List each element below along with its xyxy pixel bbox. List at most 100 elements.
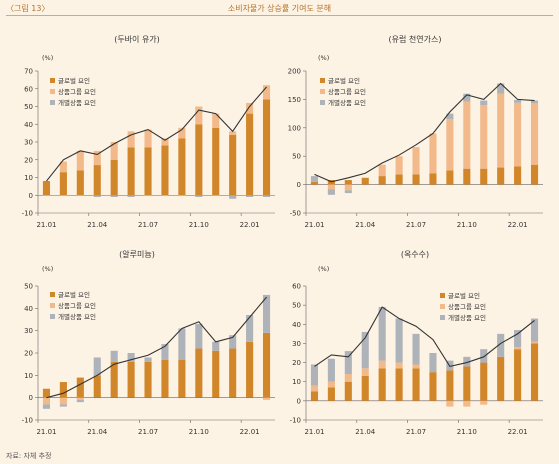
legend-global-swatch — [440, 293, 445, 298]
bar-segment — [161, 359, 169, 398]
bar-segment — [229, 335, 237, 349]
bar-segment — [310, 176, 319, 182]
source-note: 자료: 자체 추정 — [6, 452, 52, 460]
y-tick-label: 60 — [24, 85, 33, 93]
x-tick-label: 22.01 — [240, 428, 260, 436]
bar-segment — [310, 364, 319, 386]
legend-global-label: 글로벌 요인 — [58, 76, 90, 85]
bar-segment — [229, 348, 237, 398]
y-tick-label: 0 — [297, 181, 301, 189]
bar-segment — [429, 353, 437, 373]
bar-segment — [361, 368, 369, 376]
bar-segment — [463, 356, 471, 367]
bar-segment — [110, 350, 118, 362]
y-tick-label: 40 — [292, 321, 301, 329]
bar-segment — [395, 174, 403, 185]
bar-segment — [530, 103, 539, 165]
x-tick-label: 21.10 — [189, 221, 209, 229]
legend-group-label: 상품그룹 요인 — [328, 87, 366, 96]
x-tick-label: 21.01 — [304, 221, 324, 229]
y-tick-label: 10 — [292, 378, 301, 386]
y-tick-label: 10 — [24, 174, 33, 182]
legend-group-swatch — [440, 304, 445, 309]
y-tick-label: 50 — [24, 103, 33, 111]
bar-segment — [246, 341, 254, 398]
legend-group-swatch — [320, 89, 325, 94]
bar-segment — [178, 328, 186, 360]
bar-segment — [59, 161, 67, 173]
bar-segment — [480, 105, 488, 169]
bar-segment — [59, 382, 67, 398]
legend-individual-label: 개별상품 요인 — [58, 312, 96, 321]
bar-segment — [530, 318, 539, 342]
y-tick-label: 70 — [24, 68, 33, 76]
x-tick-label: 22.01 — [508, 221, 528, 229]
bar-segment — [42, 397, 51, 405]
bar-segment — [395, 368, 403, 401]
y-axis-unit: (%) — [42, 54, 53, 62]
legend-group-label: 상품그룹 요인 — [448, 302, 486, 311]
y-tick-label: 50 — [24, 283, 33, 291]
bar-segment — [327, 387, 335, 401]
bar-segment — [497, 356, 505, 401]
bar-segment — [262, 397, 271, 400]
bar-segment — [395, 362, 403, 369]
bar-segment — [480, 362, 488, 401]
bar-segment — [246, 113, 254, 196]
y-tick-label: 0 — [29, 192, 33, 200]
bar-segment — [327, 381, 335, 388]
x-tick-label: 21.10 — [457, 428, 477, 436]
bar-segment — [178, 359, 186, 398]
bar-segment — [93, 375, 101, 398]
bar-segment — [514, 99, 522, 103]
x-tick-label: 21.04 — [355, 221, 376, 229]
bar-segment — [310, 391, 319, 401]
legend-global-label: 글로벌 요인 — [58, 290, 90, 299]
bar-segment — [530, 100, 539, 104]
legend-individual-swatch — [50, 314, 55, 319]
bar-segment — [429, 372, 437, 401]
bar-segment — [59, 404, 67, 407]
bar-segment — [412, 147, 420, 175]
bar-segment — [262, 294, 271, 333]
y-tick-label: -50 — [290, 210, 301, 218]
chart-title: (두바이 유가) — [114, 34, 160, 44]
bar-segment — [378, 368, 386, 401]
bar-segment — [514, 330, 522, 348]
x-tick-label: 21.10 — [457, 221, 477, 229]
bar-segment — [262, 195, 271, 198]
bar-segment — [127, 361, 135, 398]
legend-group-swatch — [50, 303, 55, 308]
bar-segment — [262, 99, 271, 196]
bar-segment — [344, 190, 352, 194]
y-axis-unit: (%) — [42, 265, 53, 273]
bar-segment — [497, 333, 505, 357]
x-tick-label: 21.01 — [36, 428, 56, 436]
bar-segment — [262, 332, 271, 398]
bar-segment — [76, 170, 84, 196]
y-tick-label: 150 — [288, 96, 301, 104]
x-tick-label: 21.04 — [355, 428, 376, 436]
bar-segment — [195, 124, 203, 196]
bar-segment — [212, 341, 220, 351]
bar-segment — [497, 167, 505, 185]
legend-global-swatch — [50, 292, 55, 297]
figure-title: 소비자물가 상승률 기여도 분해 — [227, 4, 332, 13]
bar-segment — [59, 172, 67, 196]
bar-segment — [246, 315, 254, 342]
bar-segment — [195, 195, 203, 198]
y-tick-label: 30 — [24, 139, 33, 147]
bar-segment — [110, 159, 118, 196]
bar-segment — [262, 85, 271, 100]
bar-segment — [480, 100, 488, 106]
bar-segment — [530, 164, 539, 185]
bar-segment — [110, 361, 118, 398]
bar-segment — [178, 138, 186, 196]
bar-segment — [395, 156, 403, 175]
x-tick-label: 21.04 — [87, 428, 108, 436]
legend-individual-swatch — [320, 100, 325, 105]
bar-segment — [429, 133, 437, 174]
legend-group-label: 상품그룹 요인 — [58, 301, 96, 310]
bar-segment — [144, 147, 152, 196]
